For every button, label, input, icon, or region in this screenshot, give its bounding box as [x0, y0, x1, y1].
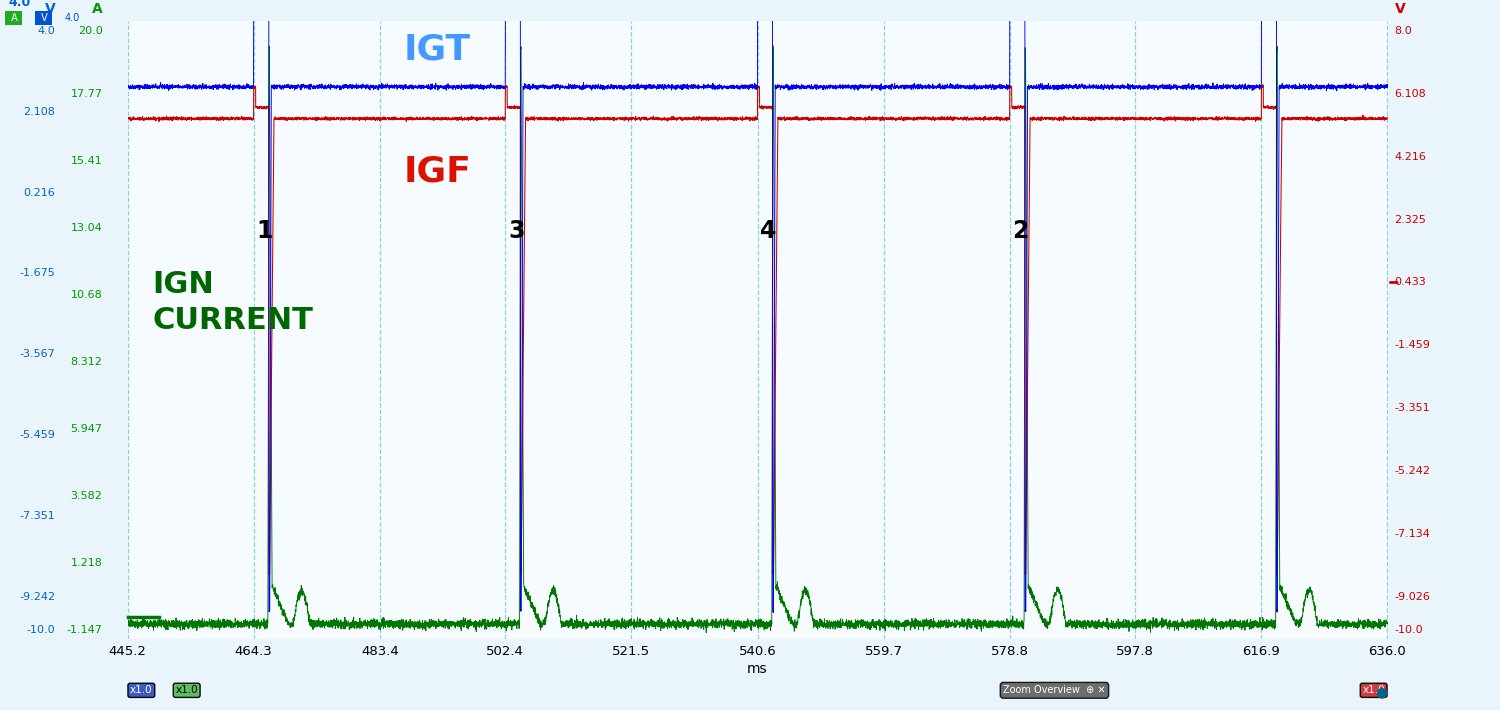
Text: 0.433: 0.433 [1395, 278, 1426, 288]
Text: x1.0: x1.0 [130, 685, 153, 695]
Text: 13.04: 13.04 [70, 223, 102, 233]
Text: 0.216: 0.216 [24, 187, 56, 197]
X-axis label: ms: ms [747, 662, 768, 676]
Text: IGT: IGT [404, 33, 471, 66]
Text: V: V [1395, 2, 1406, 16]
Text: 2.325: 2.325 [1395, 214, 1426, 224]
Text: -3.351: -3.351 [1395, 403, 1429, 413]
Text: -1.675: -1.675 [20, 268, 56, 278]
Text: V: V [45, 2, 56, 16]
Text: 1: 1 [256, 219, 273, 243]
Text: -7.134: -7.134 [1395, 529, 1431, 540]
Text: IGF: IGF [404, 154, 471, 188]
Text: x1.0: x1.0 [176, 685, 198, 695]
Text: -1.147: -1.147 [66, 625, 102, 635]
Text: 20.0: 20.0 [78, 26, 102, 36]
Text: 8.312: 8.312 [70, 356, 102, 367]
Text: V: V [38, 13, 51, 23]
Text: 17.77: 17.77 [70, 89, 102, 99]
Text: 6.108: 6.108 [1395, 89, 1426, 99]
Text: -5.242: -5.242 [1395, 466, 1431, 476]
Text: 4.0: 4.0 [38, 26, 56, 36]
Text: 10.68: 10.68 [70, 290, 102, 300]
Text: 2: 2 [1013, 219, 1029, 243]
Text: -3.567: -3.567 [20, 349, 56, 359]
Text: 4.0: 4.0 [8, 0, 30, 9]
Text: 1.218: 1.218 [70, 557, 102, 568]
Text: 15.41: 15.41 [70, 155, 102, 165]
Text: 5.947: 5.947 [70, 424, 102, 434]
Text: -1.459: -1.459 [1395, 340, 1431, 351]
Text: -9.026: -9.026 [1395, 592, 1431, 602]
Text: 8.0: 8.0 [1395, 26, 1411, 36]
Text: Zoom Overview  ⊕ ✕: Zoom Overview ⊕ ✕ [1004, 685, 1106, 695]
Text: -10.0: -10.0 [1395, 625, 1423, 635]
Text: 4.0: 4.0 [64, 13, 80, 23]
Text: 3: 3 [509, 219, 525, 243]
Text: IGN
CURRENT: IGN CURRENT [153, 270, 314, 334]
Text: A: A [8, 13, 21, 23]
Text: 4.216: 4.216 [1395, 151, 1426, 162]
Text: -9.242: -9.242 [20, 592, 56, 602]
Text: x1.0: x1.0 [1362, 685, 1384, 695]
Text: -5.459: -5.459 [20, 430, 56, 440]
Text: ●: ● [1376, 685, 1388, 699]
Text: -10.0: -10.0 [27, 625, 56, 635]
Text: 2.108: 2.108 [24, 106, 56, 116]
Text: A: A [92, 2, 102, 16]
Text: -7.351: -7.351 [20, 511, 56, 521]
Text: 4: 4 [760, 219, 777, 243]
Text: 3.582: 3.582 [70, 491, 102, 501]
